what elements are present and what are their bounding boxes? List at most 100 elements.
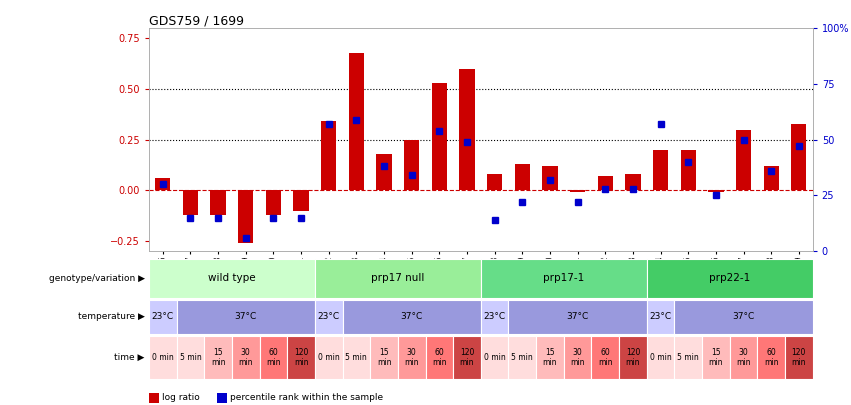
Text: 5 min: 5 min: [346, 353, 368, 362]
Bar: [591, 336, 620, 379]
Bar: [563, 336, 591, 379]
Bar: [785, 336, 813, 379]
Text: 23°C: 23°C: [151, 312, 174, 322]
Text: 37°C: 37°C: [567, 312, 589, 322]
Bar: [702, 336, 730, 379]
Bar: [321, 122, 336, 190]
Bar: [426, 336, 453, 379]
Bar: [177, 336, 204, 379]
Text: 23°C: 23°C: [483, 312, 505, 322]
Bar: [647, 300, 674, 334]
Bar: [155, 178, 170, 190]
Text: 60
min: 60 min: [598, 348, 613, 367]
Text: 30
min: 30 min: [238, 348, 253, 367]
Bar: [315, 259, 481, 298]
Text: 23°C: 23°C: [317, 312, 340, 322]
Text: 0 min: 0 min: [483, 353, 505, 362]
Text: 23°C: 23°C: [649, 312, 671, 322]
Bar: [597, 176, 613, 190]
Text: 120
min: 120 min: [625, 348, 640, 367]
Bar: [791, 124, 807, 190]
Text: 5 min: 5 min: [180, 353, 202, 362]
Bar: [763, 166, 779, 190]
Bar: [681, 150, 696, 190]
Bar: [736, 130, 751, 190]
Bar: [431, 83, 447, 190]
Bar: [653, 150, 668, 190]
Bar: [570, 190, 585, 192]
Bar: [453, 336, 481, 379]
Bar: [542, 166, 557, 190]
Text: prp17-1: prp17-1: [543, 273, 585, 283]
Text: 30
min: 30 min: [404, 348, 419, 367]
Text: 0 min: 0 min: [317, 353, 340, 362]
Text: 15
min: 15 min: [211, 348, 226, 367]
Bar: [342, 336, 370, 379]
Text: time ▶: time ▶: [114, 353, 145, 362]
Bar: [708, 190, 723, 192]
Text: 60
min: 60 min: [432, 348, 447, 367]
Bar: [625, 174, 641, 190]
Text: 15
min: 15 min: [543, 348, 557, 367]
Text: 15
min: 15 min: [377, 348, 391, 367]
Bar: [177, 300, 315, 334]
Bar: [481, 259, 647, 298]
Bar: [315, 336, 342, 379]
Bar: [674, 300, 813, 334]
Text: 120
min: 120 min: [460, 348, 474, 367]
Text: 37°C: 37°C: [733, 312, 755, 322]
Bar: [183, 190, 198, 215]
Bar: [376, 154, 391, 190]
Bar: [287, 336, 315, 379]
Bar: [204, 336, 231, 379]
Bar: [231, 336, 260, 379]
Bar: [730, 336, 757, 379]
Bar: [266, 190, 281, 215]
Text: 37°C: 37°C: [401, 312, 423, 322]
Text: 0 min: 0 min: [649, 353, 671, 362]
Bar: [515, 164, 530, 190]
Text: 60
min: 60 min: [764, 348, 779, 367]
Bar: [481, 336, 509, 379]
Bar: [536, 336, 563, 379]
Bar: [210, 190, 226, 215]
Bar: [260, 336, 288, 379]
Text: 60
min: 60 min: [266, 348, 281, 367]
Text: 30
min: 30 min: [570, 348, 585, 367]
Bar: [149, 300, 176, 334]
Bar: [315, 300, 342, 334]
Bar: [149, 259, 315, 298]
Bar: [238, 190, 254, 243]
Bar: [647, 259, 813, 298]
Bar: [349, 53, 364, 190]
Bar: [149, 336, 176, 379]
Text: prp17 null: prp17 null: [371, 273, 425, 283]
Bar: [398, 336, 426, 379]
Bar: [481, 300, 509, 334]
Bar: [620, 336, 647, 379]
Text: 5 min: 5 min: [511, 353, 534, 362]
Text: log ratio: log ratio: [162, 393, 199, 403]
Bar: [404, 140, 420, 190]
Text: wild type: wild type: [208, 273, 255, 283]
Text: 5 min: 5 min: [677, 353, 700, 362]
Text: GDS759 / 1699: GDS759 / 1699: [149, 14, 244, 27]
Text: temperature ▶: temperature ▶: [77, 312, 145, 322]
Text: 15
min: 15 min: [709, 348, 723, 367]
Text: percentile rank within the sample: percentile rank within the sample: [230, 393, 383, 403]
Bar: [757, 336, 785, 379]
Text: 30
min: 30 min: [736, 348, 751, 367]
Text: 37°C: 37°C: [235, 312, 257, 322]
Text: prp22-1: prp22-1: [709, 273, 751, 283]
Bar: [487, 174, 502, 190]
Bar: [674, 336, 702, 379]
Bar: [342, 300, 481, 334]
Text: 120
min: 120 min: [791, 348, 806, 367]
Text: 0 min: 0 min: [151, 353, 174, 362]
Bar: [294, 190, 309, 211]
Text: genotype/variation ▶: genotype/variation ▶: [49, 274, 145, 283]
Bar: [509, 336, 536, 379]
Bar: [647, 336, 674, 379]
Bar: [509, 300, 647, 334]
Text: 120
min: 120 min: [294, 348, 308, 367]
